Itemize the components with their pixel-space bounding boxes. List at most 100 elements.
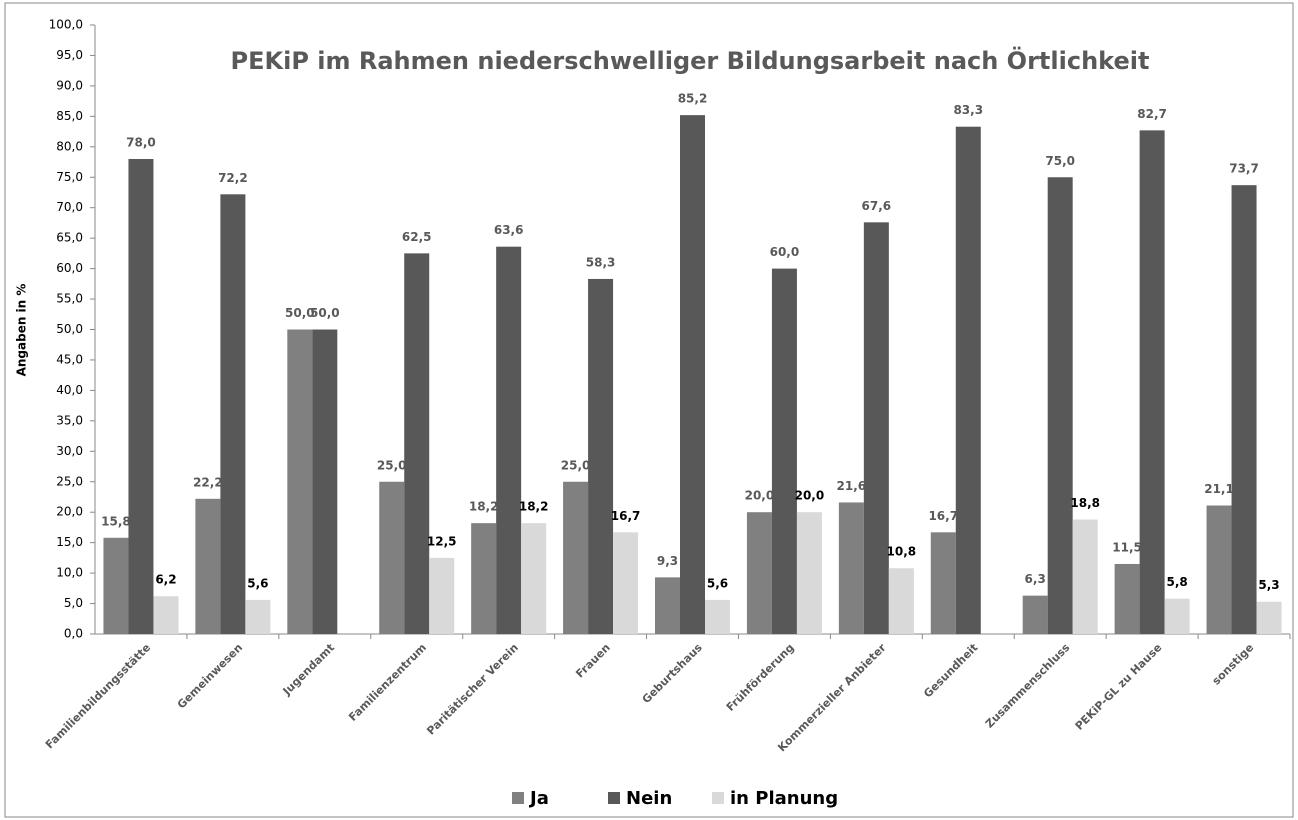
value-label: 25,0 bbox=[561, 458, 591, 472]
y-tick-label: 0,0 bbox=[64, 627, 83, 641]
value-label: 5,3 bbox=[1258, 578, 1279, 592]
value-label: 5,6 bbox=[247, 576, 268, 590]
bar bbox=[496, 246, 522, 634]
value-label: 82,7 bbox=[1137, 107, 1167, 121]
bar bbox=[128, 158, 154, 635]
value-label: 21,1 bbox=[1204, 482, 1234, 496]
value-label: 85,2 bbox=[678, 92, 708, 106]
value-label: 73,7 bbox=[1229, 162, 1259, 176]
value-label: 6,2 bbox=[155, 573, 176, 587]
value-label: 21,6 bbox=[837, 479, 867, 493]
bar bbox=[838, 502, 864, 634]
bar bbox=[796, 512, 822, 634]
bar bbox=[1072, 519, 1098, 634]
bar bbox=[1231, 185, 1257, 635]
y-tick-label: 45,0 bbox=[56, 352, 83, 366]
bar bbox=[1164, 598, 1190, 634]
value-label: 18,2 bbox=[469, 500, 499, 514]
bar bbox=[680, 115, 705, 634]
value-label: 62,5 bbox=[402, 230, 432, 244]
bar bbox=[245, 599, 271, 634]
value-label: 11,5 bbox=[1112, 540, 1142, 554]
value-label: 15,8 bbox=[101, 514, 131, 528]
y-tick-label: 30,0 bbox=[56, 444, 83, 458]
value-label: 58,3 bbox=[586, 255, 616, 269]
value-label: 50,0 bbox=[285, 306, 315, 320]
bar bbox=[563, 481, 589, 634]
bar bbox=[287, 329, 313, 634]
y-tick-label: 10,0 bbox=[56, 566, 83, 580]
bar bbox=[471, 523, 497, 634]
value-label: 25,0 bbox=[377, 458, 407, 472]
bar bbox=[705, 599, 730, 634]
legend-label: Nein bbox=[626, 788, 672, 809]
value-label: 20,0 bbox=[795, 489, 825, 503]
value-label: 10,8 bbox=[887, 545, 917, 559]
bar bbox=[1206, 505, 1232, 634]
bar bbox=[655, 577, 680, 634]
bar bbox=[312, 329, 338, 634]
legend-label: in Planung bbox=[730, 788, 838, 809]
legend-swatch bbox=[712, 792, 724, 804]
legend-label: Ja bbox=[528, 788, 549, 809]
bar bbox=[1139, 130, 1165, 634]
y-tick-label: 55,0 bbox=[56, 292, 83, 306]
bar bbox=[771, 268, 797, 634]
y-tick-label: 85,0 bbox=[56, 109, 83, 123]
bar bbox=[930, 532, 956, 634]
bar bbox=[220, 194, 246, 634]
y-tick-label: 60,0 bbox=[56, 261, 83, 275]
bar bbox=[888, 568, 914, 634]
value-label: 20,0 bbox=[745, 489, 775, 503]
bar bbox=[103, 537, 129, 634]
value-label: 12,5 bbox=[427, 534, 457, 548]
y-axis-label: Angaben in % bbox=[15, 284, 29, 377]
y-tick-label: 90,0 bbox=[56, 78, 83, 92]
y-tick-label: 65,0 bbox=[56, 231, 83, 245]
y-tick-label: 100,0 bbox=[49, 18, 83, 32]
bar bbox=[1047, 177, 1073, 634]
value-label: 78,0 bbox=[126, 135, 156, 149]
value-label: 75,0 bbox=[1045, 154, 1075, 168]
y-tick-label: 95,0 bbox=[56, 48, 83, 62]
bar bbox=[613, 532, 639, 634]
value-label: 63,6 bbox=[494, 223, 524, 237]
y-tick-label: 25,0 bbox=[56, 474, 83, 488]
value-label: 16,7 bbox=[611, 509, 641, 523]
bar bbox=[1256, 601, 1282, 634]
bar bbox=[746, 512, 772, 634]
value-label: 60,0 bbox=[770, 245, 800, 259]
bar bbox=[521, 523, 547, 634]
y-tick-label: 35,0 bbox=[56, 413, 83, 427]
y-tick-label: 15,0 bbox=[56, 535, 83, 549]
value-label: 18,8 bbox=[1070, 496, 1100, 510]
bar bbox=[195, 498, 221, 634]
legend-swatch bbox=[608, 792, 620, 804]
value-label: 5,6 bbox=[707, 576, 728, 590]
y-tick-label: 50,0 bbox=[56, 322, 83, 336]
bar bbox=[429, 557, 455, 634]
bar bbox=[1114, 563, 1140, 634]
bar bbox=[1022, 595, 1048, 634]
value-label: 72,2 bbox=[218, 171, 248, 185]
y-tick-label: 75,0 bbox=[56, 170, 83, 184]
bar bbox=[153, 596, 179, 634]
value-label: 83,3 bbox=[953, 103, 983, 117]
y-tick-label: 20,0 bbox=[56, 505, 83, 519]
value-label: 16,7 bbox=[928, 509, 958, 523]
legend-swatch bbox=[512, 792, 524, 804]
value-label: 9,3 bbox=[657, 554, 678, 568]
bar bbox=[863, 222, 889, 635]
chart-title: PEKiP im Rahmen niederschwelliger Bildun… bbox=[231, 45, 1150, 75]
y-tick-label: 40,0 bbox=[56, 383, 83, 397]
bar bbox=[955, 126, 981, 634]
bar bbox=[588, 278, 614, 634]
chart-frame bbox=[4, 2, 1294, 818]
value-label: 6,3 bbox=[1025, 572, 1046, 586]
y-tick-label: 80,0 bbox=[56, 139, 83, 153]
y-tick-label: 70,0 bbox=[56, 200, 83, 214]
y-tick-label: 5,0 bbox=[64, 596, 83, 610]
bar bbox=[404, 253, 430, 634]
value-label: 5,8 bbox=[1166, 575, 1187, 589]
